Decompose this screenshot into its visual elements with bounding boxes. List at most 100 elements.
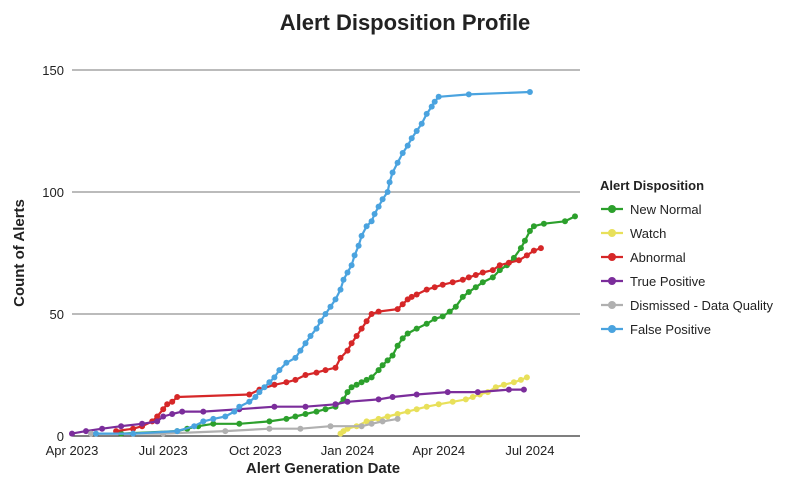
gridlines [72,69,580,437]
data-point [83,428,89,435]
data-point [435,401,442,408]
data-point [292,413,299,420]
data-point [322,311,329,317]
data-point [399,150,406,156]
data-point [379,196,386,203]
data-point [169,398,176,405]
data-point [222,428,229,435]
x-axis-ticks: Apr 2023 Jul 2023 Oct 2023 Jan 2024 Apr 2024… [46,443,555,458]
legend-swatch-marker [608,229,616,237]
x-axis-title: Alert Generation Date [246,460,400,477]
legend-item-watch: Watch [601,226,666,241]
legend-item-false-positive: False Positive [601,322,711,337]
data-point [489,274,496,281]
data-point [384,357,391,364]
data-point [302,411,309,417]
data-point [394,159,401,166]
data-point [496,262,503,269]
data-point [368,420,375,427]
data-point [469,394,476,400]
data-point [500,381,507,388]
data-point [439,281,446,288]
legend-title: Alert Disposition [600,178,704,193]
data-point [435,93,442,100]
data-point [431,98,438,105]
data-point [313,369,320,376]
data-point [283,415,290,422]
data-point [517,376,524,383]
data-point [191,423,198,430]
data-point [271,403,278,410]
data-point [307,333,314,339]
legend: Alert Disposition New Normal Watch Abnorma… [600,178,774,337]
data-point [413,291,420,298]
data-point [465,274,472,281]
data-point [517,245,524,252]
data-point [431,315,438,322]
data-point [154,413,161,420]
data-point [474,389,481,396]
data-point [423,110,430,117]
data-point [271,374,278,381]
series-false-positive [93,89,533,437]
data-point [266,379,273,386]
data-point [340,276,347,283]
data-point [332,364,339,371]
data-point [530,223,537,230]
data-point [363,418,370,425]
data-point [313,408,320,415]
data-point [358,379,365,386]
data-point [446,308,453,315]
data-point [363,376,370,383]
series-abnormal [113,245,544,435]
y-tick-label: 50 [50,307,64,322]
data-point [428,103,435,110]
data-point [404,142,411,149]
data-point [523,252,530,259]
legend-item-new-normal: New Normal [601,202,702,217]
legend-swatch-marker [608,253,616,261]
data-point [384,189,391,195]
data-point [431,284,438,291]
data-point [99,425,106,432]
legend-swatch-marker [608,325,616,333]
data-point [222,413,229,420]
series-watch [337,374,530,437]
data-point [246,391,253,398]
data-point [394,415,401,422]
data-point [322,406,329,413]
legend-swatch-marker [608,277,616,285]
data-point [363,318,370,325]
data-point [371,211,378,217]
data-point [231,408,238,415]
data-point [404,330,411,337]
data-point [358,325,365,332]
data-point [368,311,375,317]
data-point [375,367,382,374]
data-point [348,262,355,269]
data-point [292,354,299,361]
data-point [355,242,362,249]
data-point [449,279,456,286]
data-point [344,389,351,396]
data-point [384,413,391,420]
legend-label: New Normal [630,202,702,217]
data-point [261,384,268,391]
data-point [317,318,324,325]
x-tick-label: Oct 2023 [229,443,282,458]
data-point [389,169,396,176]
data-point [283,359,290,366]
data-point [130,425,137,432]
data-point [465,91,472,98]
data-point [394,306,401,313]
data-point [413,325,420,332]
y-axis-title: Count of Alerts [11,199,28,307]
data-point [404,408,411,415]
data-point [375,203,382,210]
data-point [505,386,512,393]
series-line-dismissed-data-quality [91,417,398,435]
data-point [358,232,365,239]
data-point [302,372,309,378]
x-tick-label: Jul 2024 [505,443,554,458]
data-point [418,120,425,127]
